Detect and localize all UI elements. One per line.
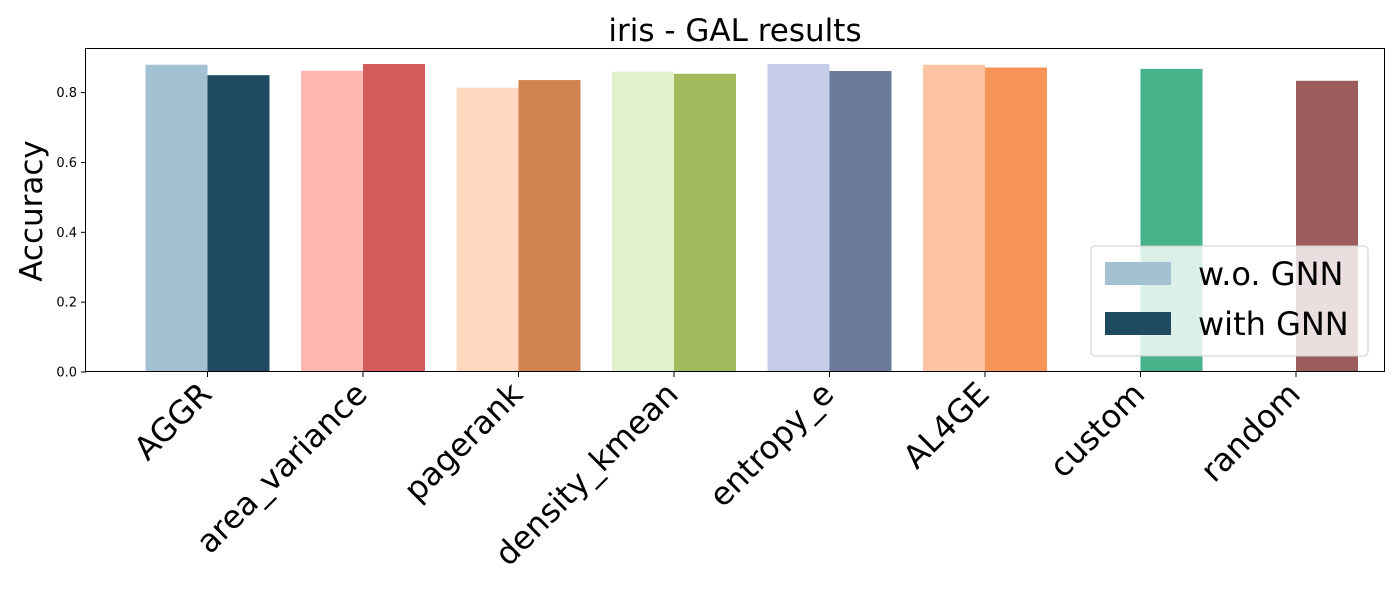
x-tick-label: custom — [1042, 375, 1152, 485]
y-axis-label: Accuracy — [14, 140, 50, 282]
bar-density_kmean-with-gnn — [674, 73, 736, 373]
bar-area_variance-wo-gnn — [301, 70, 363, 373]
legend: w.o. GNN with GNN — [1090, 245, 1369, 357]
legend-label: with GNN — [1198, 305, 1349, 343]
chart-title: iris - GAL results — [608, 13, 861, 49]
x-tick-label: AGGR — [126, 375, 219, 468]
y-tick-label: 0.0 — [56, 366, 77, 381]
y-tick-label: 0.6 — [56, 156, 77, 171]
bar-AL4GE-wo-gnn — [923, 64, 985, 373]
bar-density_kmean-wo-gnn — [612, 71, 674, 372]
plot-frame — [85, 48, 1385, 372]
y-axis-ticks: 0.0 0.2 0.4 0.6 0.8 — [56, 86, 86, 381]
bar-area_variance-with-gnn — [363, 64, 425, 372]
bar-AL4GE-with-gnn — [985, 67, 1047, 373]
y-tick-label: 0.4 — [56, 226, 77, 241]
bar-AGGR-with-gnn — [207, 75, 270, 373]
bar-pagerank-with-gnn — [518, 80, 581, 373]
x-tick-label: random — [1193, 375, 1308, 490]
legend-swatch — [1105, 312, 1171, 335]
legend-label: w.o. GNN — [1198, 255, 1343, 293]
legend-swatch — [1105, 262, 1171, 285]
bar-pagerank-wo-gnn — [456, 87, 519, 372]
bar-AGGR-wo-gnn — [145, 64, 208, 373]
bar-entropy_e-wo-gnn — [767, 64, 830, 372]
bar-entropy_e-with-gnn — [829, 70, 892, 373]
y-tick-label: 0.2 — [56, 296, 77, 311]
y-tick-label: 0.8 — [56, 86, 77, 101]
x-tick-label: entropy_e — [702, 375, 842, 515]
x-tick-label: AL4GE — [895, 375, 996, 476]
x-tick-label: pagerank — [396, 374, 530, 508]
